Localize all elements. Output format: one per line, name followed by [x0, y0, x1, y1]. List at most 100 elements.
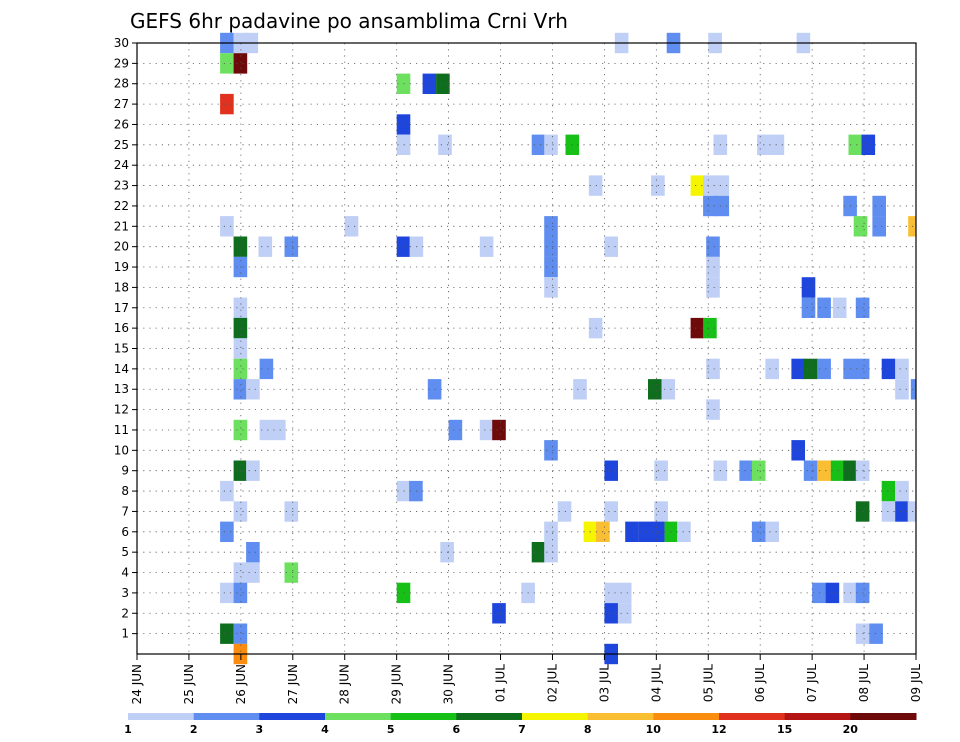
precip-cell	[272, 419, 286, 441]
precip-cell	[258, 236, 273, 257]
precip-cell	[436, 73, 450, 94]
precip-cell	[233, 236, 248, 257]
grid-lines	[137, 43, 916, 654]
precip-cell	[739, 460, 753, 481]
precip-cell	[409, 480, 423, 502]
precip-cell	[706, 399, 720, 420]
colorbar-swatch	[784, 713, 851, 720]
colorbar-swatch	[128, 713, 195, 720]
precip-cell	[706, 358, 720, 380]
precip-cell	[703, 195, 717, 217]
precip-cell	[801, 277, 816, 298]
precip-cell	[246, 542, 260, 563]
y-tick-label: 22	[114, 199, 129, 213]
colorbar-swatch	[456, 713, 523, 720]
precip-cell	[284, 562, 299, 583]
precip-cell	[751, 521, 766, 542]
precip-cell	[492, 419, 506, 441]
colorbar-label: 10	[646, 723, 662, 736]
precip-cell	[544, 134, 558, 155]
precip-cell	[817, 460, 831, 481]
colorbar-label: 5	[387, 723, 395, 736]
x-tick-label: 28 JUN	[338, 664, 352, 704]
precip-cell	[284, 501, 299, 522]
precip-cell	[791, 358, 805, 380]
colorbar-swatch	[587, 713, 654, 720]
precip-cell	[770, 134, 785, 155]
precip-cell	[751, 460, 766, 481]
colorbar-swatch	[653, 713, 720, 720]
precip-cell	[344, 216, 359, 237]
precip-cell	[872, 216, 886, 237]
y-tick-label: 20	[114, 240, 129, 254]
precip-cell	[233, 338, 248, 359]
y-tick-label: 4	[121, 566, 129, 580]
precip-cell	[604, 582, 618, 604]
precip-cell	[233, 623, 248, 644]
y-tick-label: 21	[114, 219, 129, 233]
precip-cell	[246, 460, 260, 481]
precip-cell	[661, 379, 676, 400]
x-axis: 24 JUN 25 JUN 26 JUN 27 JUN 28 JUN 29 JUN 30 J…	[130, 654, 923, 704]
y-tick-label: 10	[114, 443, 129, 457]
y-tick-label: 12	[114, 403, 129, 417]
precip-cell	[427, 379, 442, 400]
precip-cell	[220, 582, 234, 604]
precip-cell	[544, 216, 558, 237]
colorbar-label: 12	[711, 723, 726, 736]
precip-cell	[861, 134, 876, 155]
chart-title: GEFS 6hr padavine po ansamblima Crni Vrh	[130, 9, 568, 33]
precip-cell	[259, 358, 274, 380]
y-tick-label: 5	[121, 545, 129, 559]
precip-cell	[220, 480, 234, 502]
precip-cell	[588, 317, 603, 339]
y-tick-label: 16	[114, 321, 129, 335]
y-tick-label: 6	[121, 525, 129, 539]
precip-cell	[396, 73, 411, 94]
y-tick-label: 3	[121, 586, 129, 600]
precip-cell	[479, 236, 494, 257]
precip-cell	[233, 358, 248, 380]
precip-cell	[565, 134, 580, 155]
precip-cell	[233, 256, 248, 278]
precip-cell	[895, 501, 909, 522]
precip-cell	[791, 440, 805, 461]
precip-cell	[715, 195, 730, 217]
precip-cell	[396, 114, 411, 135]
y-tick-label: 19	[114, 260, 129, 274]
precip-cell	[220, 216, 234, 237]
colorbar: 1 2 3 4 5 6 7 8 10 12 15 20	[124, 713, 917, 736]
y-tick-label: 2	[121, 606, 129, 620]
x-tick-label: 08 JUL	[857, 664, 871, 702]
y-tick-label: 14	[114, 362, 129, 376]
precip-cell	[604, 236, 618, 257]
y-tick-label: 15	[114, 342, 129, 356]
precip-cell	[479, 419, 494, 441]
x-tick-label: 04 JUL	[649, 664, 663, 702]
precip-cell	[604, 603, 618, 624]
precip-cell	[832, 297, 847, 318]
precip-cell	[604, 460, 618, 481]
precip-cell	[895, 358, 909, 380]
colorbar-label: 6	[452, 723, 460, 736]
precip-cell	[448, 419, 463, 441]
precip-cell	[544, 521, 558, 542]
x-tick-label: 30 JUN	[442, 664, 456, 704]
x-tick-label: 25 JUN	[182, 664, 196, 704]
precip-cell	[233, 562, 248, 583]
precip-cell	[765, 358, 779, 380]
colorbar-label: 8	[584, 723, 592, 736]
precip-cell	[872, 195, 886, 217]
precip-cell	[654, 460, 668, 481]
colorbar-label: 2	[190, 723, 198, 736]
x-tick-label: 29 JUN	[390, 664, 404, 704]
x-tick-label: 07 JUL	[805, 664, 819, 702]
precip-cell	[703, 317, 717, 339]
y-tick-label: 11	[114, 423, 129, 437]
precip-cell	[220, 93, 234, 115]
precip-cell	[233, 501, 248, 522]
precip-cell	[907, 501, 916, 522]
x-tick-label: 27 JUN	[286, 664, 300, 704]
y-tick-label: 1	[121, 627, 129, 641]
